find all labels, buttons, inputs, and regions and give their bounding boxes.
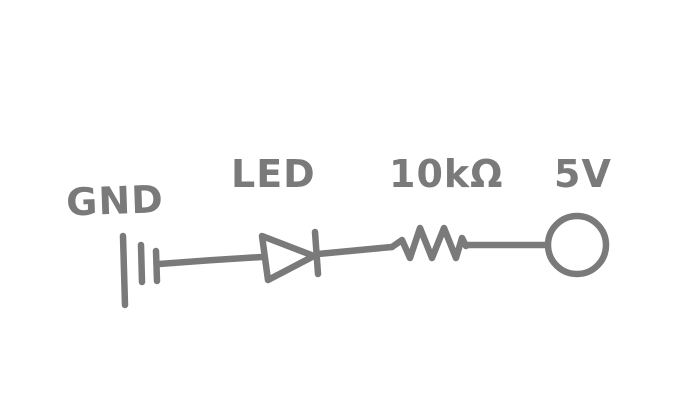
supply-label: 5V: [554, 152, 612, 196]
led-symbol: [258, 228, 322, 284]
wire-led-to-resistor: [314, 243, 396, 258]
ground-symbol: [119, 232, 161, 309]
resistor-symbol: [388, 224, 470, 262]
supply-terminal-circle: [544, 212, 610, 278]
resistor-label: 10kΩ: [389, 152, 503, 196]
gnd-label: GND: [65, 177, 164, 224]
wire-gnd-to-led: [155, 253, 266, 268]
led-label: LED: [231, 152, 316, 196]
